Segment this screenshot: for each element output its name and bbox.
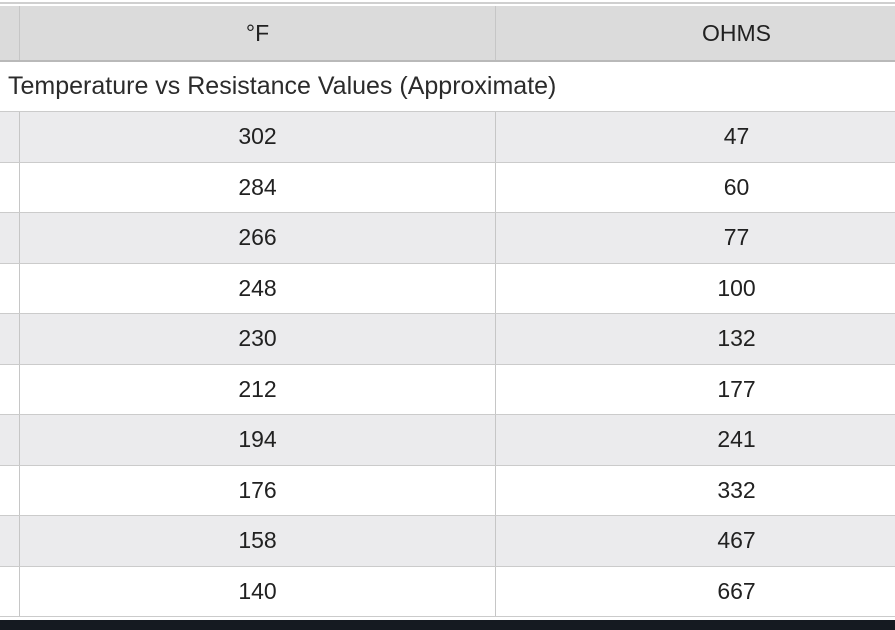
cell-fahrenheit: 302 xyxy=(20,112,496,162)
footer-bar xyxy=(0,620,895,630)
table-caption: Temperature vs Resistance Values (Approx… xyxy=(0,62,895,112)
column-header-fahrenheit: °F xyxy=(20,6,496,60)
cell-fahrenheit: 194 xyxy=(20,415,496,465)
cell-ohms: 132 xyxy=(717,325,756,352)
table-row: 230 132 xyxy=(0,314,895,365)
cell-fahrenheit: 284 xyxy=(20,162,496,212)
cell-fahrenheit: 266 xyxy=(20,213,496,263)
row-spacer-cell xyxy=(0,415,20,465)
cell-ohms: 60 xyxy=(723,173,750,200)
table-row: 194 241 xyxy=(0,415,895,466)
table-header-row: °F OHMS xyxy=(0,6,895,62)
header-spacer-cell xyxy=(0,6,20,60)
top-border-line xyxy=(0,2,895,4)
cell-ohms: 332 xyxy=(717,476,756,503)
table-row: 212 177 xyxy=(0,364,895,415)
cell-fahrenheit: 248 xyxy=(20,263,496,313)
row-spacer-cell xyxy=(0,516,20,566)
cell-ohms: 467 xyxy=(717,527,756,554)
cell-ohms: 177 xyxy=(717,375,756,402)
cell-fahrenheit: 212 xyxy=(20,364,496,414)
cell-ohms: 100 xyxy=(717,274,756,301)
table-row: 140 667 xyxy=(0,566,895,617)
row-spacer-cell xyxy=(0,465,20,515)
cell-fahrenheit: 230 xyxy=(20,314,496,364)
row-spacer-cell xyxy=(0,112,20,162)
cell-fahrenheit: 140 xyxy=(20,566,496,616)
cell-fahrenheit: 176 xyxy=(20,465,496,515)
row-spacer-cell xyxy=(0,364,20,414)
cell-ohms: 77 xyxy=(723,224,750,251)
row-spacer-cell xyxy=(0,314,20,364)
row-spacer-cell xyxy=(0,162,20,212)
table-row: 176 332 xyxy=(0,465,895,516)
cell-ohms: 47 xyxy=(723,123,750,150)
cell-fahrenheit: 158 xyxy=(20,516,496,566)
cell-ohms: 667 xyxy=(717,577,756,604)
temperature-resistance-table: °F OHMS Temperature vs Resistance Values… xyxy=(0,6,895,617)
row-spacer-cell xyxy=(0,263,20,313)
table-row: 284 60 xyxy=(0,162,895,213)
table-row: 266 77 xyxy=(0,213,895,264)
table-row: 158 467 xyxy=(0,516,895,567)
column-header-ohms: OHMS xyxy=(702,19,771,46)
table-row: 302 47 xyxy=(0,112,895,163)
cell-ohms: 241 xyxy=(717,426,756,453)
table-row: 248 100 xyxy=(0,263,895,314)
row-spacer-cell xyxy=(0,566,20,616)
row-spacer-cell xyxy=(0,213,20,263)
